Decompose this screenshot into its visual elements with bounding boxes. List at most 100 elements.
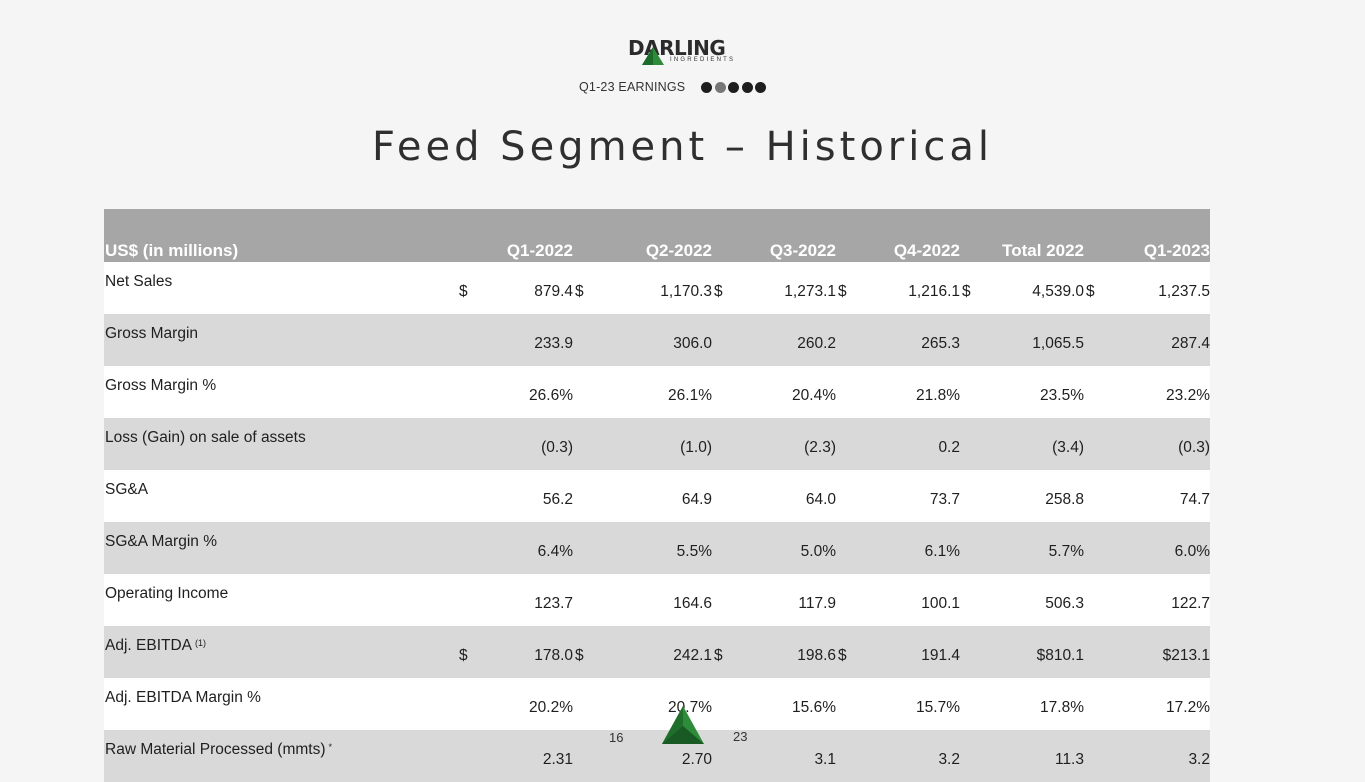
cell-value: 242.1 <box>673 647 712 664</box>
table-cell: 258.8 <box>960 470 1084 522</box>
cell-value: 879.4 <box>534 283 573 300</box>
cell-value: 2.70 <box>681 751 712 768</box>
progress-dots <box>701 81 769 93</box>
table-cell: 6.4% <box>472 522 573 574</box>
currency-symbol: $ <box>714 283 723 300</box>
row-label: SG&A Margin % <box>104 522 472 574</box>
table-cell: 100.1 <box>836 574 960 626</box>
cell-value: 1,273.1 <box>784 283 836 300</box>
cell-value: 4,539.0 <box>1032 283 1084 300</box>
table-cell: 122.7 <box>1084 574 1210 626</box>
cell-value: (0.3) <box>1178 439 1210 456</box>
row-label-text: Adj. EBITDA <box>105 637 192 654</box>
cell-value: 1,065.5 <box>1032 335 1084 352</box>
table-cell: 64.9 <box>573 470 712 522</box>
cell-value: 21.8% <box>916 387 960 404</box>
cell-value: 20.2% <box>529 699 573 716</box>
currency-symbol: $ <box>575 647 584 664</box>
cell-value: 5.7% <box>1048 543 1084 560</box>
cell-value: 15.7% <box>916 699 960 716</box>
table-row: Adj. EBITDA Margin % 20.2% 20.7% 15.6% 15.7%… <box>104 678 1210 730</box>
cell-value: 3.1 <box>814 751 836 768</box>
cell-value: 287.4 <box>1171 335 1210 352</box>
table-cell: 265.3 <box>836 314 960 366</box>
cell-value: 506.3 <box>1045 595 1084 612</box>
row-label-text: Adj. EBITDA Margin % <box>105 689 261 706</box>
row-label: Net Sales <box>104 262 472 314</box>
cell-value: 26.1% <box>668 387 712 404</box>
cell-value: 117.9 <box>798 595 836 612</box>
table-cell: 0.2 <box>836 418 960 470</box>
table-cell: 5.5% <box>573 522 712 574</box>
table-cell: 287.4 <box>1084 314 1210 366</box>
table-row: Adj. EBITDA (1) $178.0 $242.1 $198.6 $191.4 $8… <box>104 626 1210 678</box>
table-cell: $198.6 <box>712 626 836 678</box>
cell-value: 260.2 <box>797 335 836 352</box>
column-header: Q4-2022 <box>836 209 960 262</box>
table-cell: $4,539.0 <box>960 262 1084 314</box>
currency-symbol: $ <box>575 283 584 300</box>
table-header-row: US$ (in millions) Q1-2022 Q2-2022 Q3-202… <box>104 209 1210 262</box>
row-label: Loss (Gain) on sale of assets <box>104 418 472 470</box>
table-cell: $1,170.3 <box>573 262 712 314</box>
table-cell: 260.2 <box>712 314 836 366</box>
cell-value: 26.6% <box>529 387 573 404</box>
cell-value: (1.0) <box>680 439 712 456</box>
cell-value: 178.0 <box>534 647 573 664</box>
table-cell: $213.1 <box>1084 626 1210 678</box>
table-cell: $242.1 <box>573 626 712 678</box>
cell-value: 23.2% <box>1166 387 1210 404</box>
row-label: Operating Income <box>104 574 472 626</box>
cell-value: 17.2% <box>1166 699 1210 716</box>
row-label-text: Gross Margin % <box>105 377 217 394</box>
currency-symbol: $ <box>459 283 468 300</box>
cell-value: $213.1 <box>1162 647 1210 664</box>
page-title: Feed Segment – Historical <box>372 124 993 170</box>
currency-symbol: $ <box>838 647 847 664</box>
table-cell: 26.1% <box>573 366 712 418</box>
row-label-text: Net Sales <box>105 273 173 290</box>
table-cell: 164.6 <box>573 574 712 626</box>
table-row: Operating Income 123.7 164.6 117.9 100.1 506.… <box>104 574 1210 626</box>
table-cell: 6.0% <box>1084 522 1210 574</box>
column-header: Q2-2022 <box>573 209 712 262</box>
table-cell: 20.2% <box>472 678 573 730</box>
column-header: Q1-2022 <box>472 209 573 262</box>
cell-value: 20.7% <box>668 699 712 716</box>
cell-value: 64.0 <box>805 491 836 508</box>
table-row: Net Sales $879.4 $1,170.3 $1,273.1 $1,216.1 $… <box>104 262 1210 314</box>
table-cell: (1.0) <box>573 418 712 470</box>
cell-value: 3.2 <box>938 751 960 768</box>
table-cell: 21.8% <box>836 366 960 418</box>
cell-value: 1,216.1 <box>908 283 960 300</box>
table-row: Gross Margin 233.9 306.0 260.2 265.3 1,065.5 2… <box>104 314 1210 366</box>
row-label-text: Gross Margin <box>105 325 199 342</box>
financial-table: US$ (in millions) Q1-2022 Q2-2022 Q3-202… <box>104 209 1210 782</box>
table-cell: 64.0 <box>712 470 836 522</box>
table-cell: (0.3) <box>472 418 573 470</box>
slide-footer: 16 23 <box>0 706 1365 756</box>
cell-value: 6.1% <box>924 543 960 560</box>
table-cell: 123.7 <box>472 574 573 626</box>
table-cell: 74.7 <box>1084 470 1210 522</box>
cell-value: 198.6 <box>797 647 836 664</box>
cell-value: (3.4) <box>1052 439 1084 456</box>
column-header: Total 2022 <box>960 209 1084 262</box>
cell-value: 5.5% <box>676 543 712 560</box>
page-number-left: 16 <box>609 730 624 745</box>
progress-dot <box>714 81 726 93</box>
cell-value: $810.1 <box>1036 647 1084 664</box>
row-label: Gross Margin % <box>104 366 472 418</box>
table-cell: $879.4 <box>459 262 573 314</box>
row-label: Adj. EBITDA (1) <box>104 626 472 678</box>
table-cell: $178.0 <box>459 626 573 678</box>
row-label-text: SG&A Margin % <box>105 533 217 550</box>
cell-value: 6.4% <box>537 543 573 560</box>
cell-value: 0.2 <box>938 439 960 456</box>
progress-dot <box>755 81 767 93</box>
table-cell: $1,237.5 <box>1084 262 1210 314</box>
table-row: SG&A Margin % 6.4% 5.5% 5.0% 6.1% 5.7% 6.0% <box>104 522 1210 574</box>
darling-logo: DARLING INGREDIENTS <box>628 38 736 66</box>
table-cell: (2.3) <box>712 418 836 470</box>
row-label: Gross Margin <box>104 314 472 366</box>
